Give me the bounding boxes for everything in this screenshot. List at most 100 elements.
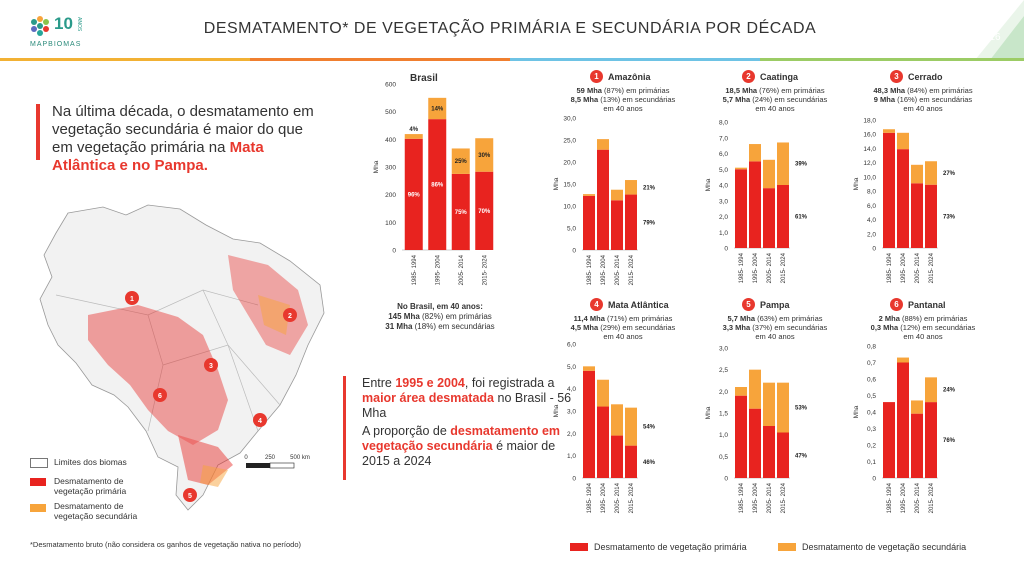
y-tick-label: 0,2 bbox=[867, 443, 876, 450]
x-tick-label: 1985- 1994 bbox=[412, 254, 418, 285]
y-tick-label: 0,7 bbox=[867, 360, 876, 367]
y-tick-label: 8,0 bbox=[719, 120, 728, 127]
legend-secondary: Desmatamento de vegetação secundária bbox=[54, 501, 138, 521]
bar-secondary bbox=[735, 387, 747, 396]
note-secondary-share: A proporção de desmatamento em vegetação… bbox=[362, 424, 561, 468]
bar-primary bbox=[611, 435, 623, 478]
chart-brasil: 0 100 200 300 400 500 600 Mha 1985- 1994 96% 4% 199… bbox=[373, 82, 494, 285]
chart-summary-caatinga: 18,5 Mha (76%) em primárias 5,7 Mha (24%)… bbox=[722, 86, 828, 113]
bar-primary bbox=[883, 132, 895, 248]
y-tick-label: 0,3 bbox=[867, 426, 876, 433]
chart-title-caatinga: Caatinga bbox=[760, 72, 799, 82]
y-tick-label: 0,5 bbox=[867, 393, 876, 400]
y-tick-label: 2,0 bbox=[719, 389, 728, 396]
side-label-primary: 61% bbox=[795, 215, 808, 221]
headline-highlight: Mata Atlântica e no Pampa. bbox=[52, 139, 264, 174]
header-rule bbox=[0, 58, 1024, 61]
y-axis-label: Mha bbox=[853, 405, 860, 418]
bar-primary bbox=[749, 161, 761, 248]
y-tick-label: 2,0 bbox=[567, 431, 576, 438]
scale-500: 500 km bbox=[290, 455, 310, 461]
marker-2: 2 bbox=[288, 313, 292, 320]
x-tick-label: 2005- 2014 bbox=[615, 482, 621, 513]
data-label-primary: 86% bbox=[431, 183, 444, 189]
bar-primary bbox=[763, 188, 775, 248]
y-tick-label: 15,0 bbox=[563, 182, 576, 189]
brasil-summary-title: No Brasil, em 40 anos: bbox=[397, 302, 483, 311]
biome-number-badge: 2 bbox=[742, 70, 755, 83]
bar-primary bbox=[925, 184, 937, 248]
y-tick-label: 0,1 bbox=[867, 459, 876, 466]
y-tick-label: 0,6 bbox=[867, 377, 876, 384]
x-tick-label: 2015- 2024 bbox=[929, 482, 935, 513]
chart-mata_atlantica: 0 1,0 2,0 3,0 4,0 5,0 6,0 Mha 1985- 1994 1995- 20… bbox=[553, 342, 656, 514]
biome-number-badge: 1 bbox=[590, 70, 603, 83]
brazil-deforestation-map: 1 2 3 4 5 6 0 250 500 km bbox=[39, 204, 325, 511]
bar-primary bbox=[735, 395, 747, 478]
bar-secondary bbox=[597, 379, 609, 407]
x-tick-label: 1995- 2004 bbox=[753, 252, 759, 283]
legend-swatch-secondary bbox=[30, 504, 46, 512]
bar-secondary bbox=[404, 134, 423, 139]
y-tick-label: 1,0 bbox=[719, 432, 728, 439]
biome-limits bbox=[55, 289, 281, 432]
bar-secondary bbox=[897, 357, 909, 363]
chart-cerrado: 0 2,0 4,0 6,0 8,0 10,0 12,0 14,0 16,0 18,0 Mha 1985… bbox=[853, 118, 956, 284]
y-tick-label: 2,0 bbox=[719, 214, 728, 221]
page-number: 16 bbox=[989, 32, 1001, 43]
bar-secondary bbox=[625, 180, 637, 195]
y-tick-label: 600 bbox=[385, 82, 396, 89]
bar-secondary bbox=[925, 377, 937, 403]
chart-amazonia: 0 5,0 10,0 15,0 20,0 25,0 30,0 Mha 1985- 1994 199… bbox=[553, 116, 656, 286]
y-tick-label: 5,0 bbox=[567, 364, 576, 371]
bar-primary bbox=[583, 370, 595, 478]
bar-primary bbox=[777, 432, 789, 478]
y-tick-label: 0 bbox=[724, 246, 728, 253]
y-axis-label: Mha bbox=[853, 177, 860, 190]
footnote: *Desmatamento bruto (não considera os ga… bbox=[30, 540, 302, 549]
bar-primary bbox=[611, 200, 623, 250]
chart-legend-primary: Desmatamento de vegetação primária bbox=[594, 542, 747, 552]
x-tick-label: 2005- 2014 bbox=[767, 482, 773, 513]
y-tick-label: 12,0 bbox=[863, 160, 876, 167]
bar-secondary bbox=[763, 159, 775, 189]
bar-secondary bbox=[777, 382, 789, 433]
bar-primary bbox=[597, 149, 609, 250]
y-tick-label: 0,8 bbox=[867, 344, 876, 351]
bar-secondary bbox=[735, 167, 747, 170]
chart-summary-cerrado: 48,3 Mha (84%) em primárias 9 Mha (16%) e… bbox=[873, 86, 973, 113]
bar-secondary bbox=[611, 189, 623, 201]
x-tick-label: 2005- 2014 bbox=[915, 482, 921, 513]
y-axis-label: Mha bbox=[705, 406, 712, 419]
y-tick-label: 200 bbox=[385, 192, 396, 199]
y-axis-label: Mha bbox=[553, 177, 560, 190]
x-tick-label: 1995- 2004 bbox=[601, 482, 607, 513]
side-label-secondary: 27% bbox=[943, 171, 956, 177]
bar-primary bbox=[883, 402, 895, 478]
deforestation-secondary-overlay bbox=[200, 295, 290, 487]
x-tick-label: 1995- 2004 bbox=[435, 254, 441, 285]
headline-text: Na última década, o desmatamento em vege… bbox=[52, 103, 314, 156]
chart-summary-pantanal: 2 Mha (88%) em primárias 0,3 Mha (12%) em… bbox=[870, 314, 976, 341]
bar-secondary bbox=[475, 138, 494, 172]
y-tick-label: 0 bbox=[572, 476, 576, 483]
biome-number-badge: 3 bbox=[890, 70, 903, 83]
x-tick-label: 2005- 2014 bbox=[459, 254, 465, 285]
bar-secondary bbox=[777, 142, 789, 185]
chart-legend-swatch-secondary bbox=[778, 543, 796, 551]
scale-bar: 0 250 500 km bbox=[244, 455, 310, 469]
bar-primary bbox=[625, 445, 637, 478]
y-tick-label: 10,0 bbox=[863, 174, 876, 181]
y-tick-label: 300 bbox=[385, 165, 396, 172]
y-tick-label: 30,0 bbox=[563, 116, 576, 123]
y-tick-label: 3,0 bbox=[719, 346, 728, 353]
bar-secondary bbox=[749, 144, 761, 162]
bar-secondary bbox=[883, 129, 895, 133]
y-tick-label: 400 bbox=[385, 137, 396, 144]
page-corner-decoration bbox=[975, 0, 1024, 60]
side-label-primary: 47% bbox=[795, 453, 808, 459]
x-tick-label: 2015- 2024 bbox=[629, 482, 635, 513]
y-tick-label: 6,0 bbox=[567, 342, 576, 349]
side-label-secondary: 54% bbox=[643, 425, 656, 431]
legend-swatch-primary bbox=[30, 478, 46, 486]
